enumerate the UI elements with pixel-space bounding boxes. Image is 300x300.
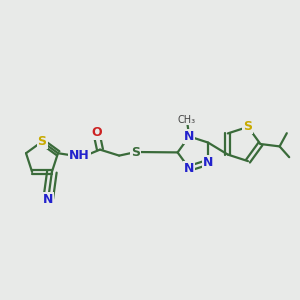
Text: NH: NH bbox=[69, 149, 90, 162]
Text: N: N bbox=[184, 130, 194, 143]
Text: O: O bbox=[91, 126, 102, 139]
Text: S: S bbox=[38, 135, 46, 148]
Text: S: S bbox=[131, 146, 140, 158]
Text: N: N bbox=[43, 193, 53, 206]
Text: CH₃: CH₃ bbox=[178, 115, 196, 124]
Text: S: S bbox=[244, 120, 253, 134]
Text: N: N bbox=[203, 156, 213, 169]
Text: N: N bbox=[184, 162, 194, 175]
